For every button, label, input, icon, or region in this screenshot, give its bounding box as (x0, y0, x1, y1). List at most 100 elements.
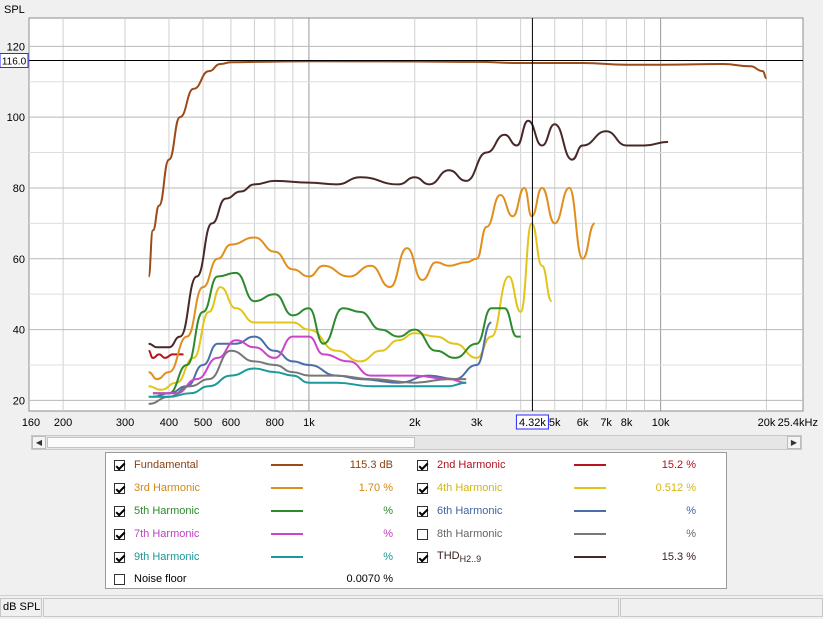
series-line-2nd-harmonic (148, 349, 184, 359)
status-bar: dB SPL (0, 595, 823, 619)
y-tick-label: 60 (13, 254, 25, 266)
legend-value: 1.70 % (358, 482, 393, 494)
cursor-x-label: 4.32k (519, 417, 546, 429)
legend-row-4th-harmonic: 4th Harmonic 0.512 % (417, 478, 696, 498)
series-line-9th-harmonic (148, 367, 467, 398)
legend-label: Noise floor (134, 573, 187, 585)
legend-value: 0.512 % (655, 482, 696, 494)
legend-row-fundamental: Fundamental 115.3 dB (114, 455, 393, 475)
series-line-6th-harmonic (152, 321, 493, 398)
legend-label: 5th Harmonic (134, 505, 200, 517)
legend-swatch (574, 556, 606, 558)
y-tick-label: 120 (7, 41, 25, 53)
x-tick-label: 400 (160, 417, 178, 429)
x-tick-label: 3k (471, 417, 483, 429)
y-tick-label: 100 (7, 112, 25, 124)
series-line-thd-h2-9 (148, 119, 669, 349)
legend-label: 9th Harmonic (134, 551, 200, 563)
status-cell-empty (43, 598, 619, 617)
legend-swatch (271, 464, 303, 466)
legend-value: % (686, 528, 696, 540)
x-tick-label: 5k (549, 417, 561, 429)
legend-panel: Fundamental 115.3 dB 2nd Harmonic 15.2 % 3rd… (105, 452, 727, 589)
legend-label: THDH2..9 (437, 549, 482, 565)
legend-swatch (574, 533, 606, 535)
legend-label: 3rd Harmonic (134, 482, 201, 494)
x-tick-label: 2k (409, 417, 421, 429)
legend-value: 15.3 % (661, 551, 696, 563)
cursor-x-box (515, 414, 549, 430)
spl-chart[interactable]: 116.0 4.32k 160 200 300 400 500 600 800 1k 2k 3k 5k… (0, 0, 823, 432)
legend-value: % (383, 551, 393, 563)
legend-value: 115.3 dB (349, 459, 393, 471)
y-axis-label: SPL (4, 4, 25, 16)
status-cell-right (620, 598, 823, 617)
status-unit: dB SPL (0, 598, 42, 617)
series-line-8th-harmonic (148, 349, 467, 405)
x-tick-label: 500 (194, 417, 212, 429)
legend-swatch (271, 556, 303, 558)
series-line-fundamental (147, 60, 767, 278)
series-line-7th-harmonic (152, 335, 467, 395)
legend-row-6th-harmonic: 6th Harmonic% (417, 501, 696, 521)
checkbox-8th-harmonic[interactable] (417, 528, 428, 540)
legend-label: 7th Harmonic (134, 528, 200, 540)
legend-row-5th-harmonic: 5th Harmonic% (114, 501, 393, 521)
checkbox-fundamental[interactable] (114, 459, 125, 471)
x-tick-label: 25.4kHz (778, 417, 818, 429)
frequency-scrollbar[interactable]: ◀ ▶ (31, 435, 802, 450)
checkbox-6th-harmonic[interactable] (417, 505, 428, 517)
legend-row-noise-floor: Noise floor 0.0070 % (114, 569, 393, 589)
legend-row-8th-harmonic: 8th Harmonic% (417, 524, 696, 544)
checkbox-9th-harmonic[interactable] (114, 551, 125, 563)
y-tick-label: 80 (13, 183, 25, 195)
legend-swatch (574, 464, 606, 466)
checkbox-5th-harmonic[interactable] (114, 505, 125, 517)
legend-row-thd: THDH2..9 15.3 % (417, 547, 696, 567)
x-tick-label: 300 (116, 417, 134, 429)
legend-label: Fundamental (134, 459, 199, 471)
scroll-left-icon[interactable]: ◀ (32, 436, 46, 449)
legend-swatch (574, 510, 606, 512)
series-line-4th-harmonic (148, 222, 553, 391)
legend-label: 8th Harmonic (437, 528, 503, 540)
legend-value: 0.0070 % (346, 573, 393, 585)
x-tick-label: 160 (22, 417, 40, 429)
legend-swatch (271, 487, 303, 489)
checkbox-thd[interactable] (417, 551, 428, 563)
checkbox-4th-harmonic[interactable] (417, 482, 428, 494)
legend-swatch (574, 487, 606, 489)
legend-swatch (271, 533, 303, 535)
y-tick-label: 40 (13, 325, 25, 337)
cursor-y-label: 116.0 (2, 56, 27, 67)
legend-label: 2nd Harmonic (437, 459, 506, 471)
legend-label: 6th Harmonic (437, 505, 503, 517)
legend-value: % (383, 505, 393, 517)
x-tick-label: 800 (266, 417, 284, 429)
legend-value: 15.2 % (661, 459, 696, 471)
legend-value: % (383, 528, 393, 540)
checkbox-2nd-harmonic[interactable] (417, 459, 428, 471)
cursor-y-box (0, 52, 29, 68)
legend-row-7th-harmonic: 7th Harmonic% (114, 524, 393, 544)
legend-value: % (686, 505, 696, 517)
series-line-5th-harmonic (152, 271, 521, 395)
x-tick-label: 20k (758, 417, 776, 429)
y-tick-label: 20 (13, 395, 25, 407)
x-tick-label: 6k (577, 417, 589, 429)
x-tick-label: 200 (54, 417, 72, 429)
plot-area[interactable] (28, 17, 804, 412)
legend-label: 4th Harmonic (437, 482, 503, 494)
x-tick-label: 1k (303, 417, 315, 429)
checkbox-3rd-harmonic[interactable] (114, 482, 125, 494)
x-tick-label: 7k (600, 417, 612, 429)
checkbox-7th-harmonic[interactable] (114, 528, 125, 540)
legend-swatch (271, 510, 303, 512)
legend-row-9th-harmonic: 9th Harmonic% (114, 547, 393, 567)
scroll-right-icon[interactable]: ▶ (787, 436, 801, 449)
checkbox-noise-floor[interactable] (114, 573, 125, 585)
x-tick-label: 600 (222, 417, 240, 429)
x-tick-label: 8k (621, 417, 633, 429)
legend-row-3rd-harmonic: 3rd Harmonic 1.70 % (114, 478, 393, 498)
scrollbar-thumb[interactable] (47, 437, 415, 448)
